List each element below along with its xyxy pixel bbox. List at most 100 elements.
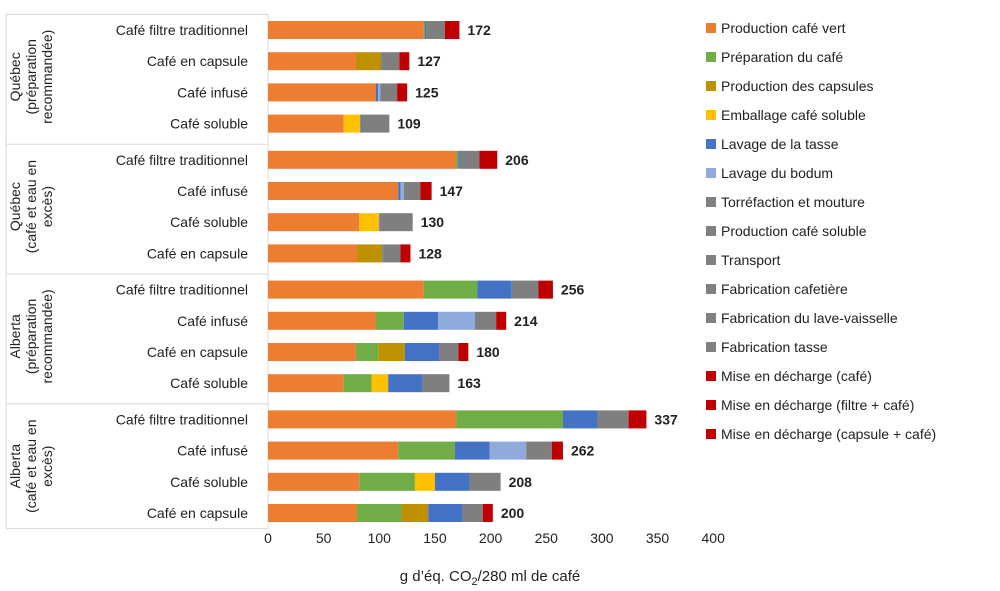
bar-segment (403, 311, 439, 330)
group-label-line: (préparation (23, 39, 39, 115)
bar-segment (400, 182, 404, 200)
bar-segment (404, 343, 440, 361)
legend-swatch (706, 313, 716, 323)
total-label: 208 (509, 474, 533, 490)
total-label: 127 (417, 53, 441, 69)
bar-segment (382, 244, 384, 263)
bar-segment (268, 410, 457, 429)
bar-segment (477, 280, 512, 299)
x-tick-label: 0 (264, 530, 272, 546)
bar-segment (454, 441, 490, 460)
legend-label: Production café soluble (721, 223, 867, 239)
bar-segment (380, 83, 398, 102)
category-labels: Café filtre traditionnel Café en capsule C… (116, 22, 249, 521)
bar-segment (268, 21, 424, 39)
total-label: 262 (571, 443, 595, 459)
bar-segment (359, 472, 415, 491)
total-label: 147 (440, 183, 464, 199)
category-label: Café soluble (170, 474, 248, 490)
total-label: 109 (397, 116, 421, 132)
bar-segment (399, 52, 410, 71)
bar-segment (383, 244, 401, 263)
bar-segment (268, 182, 399, 200)
legend-label: Fabrication tasse (721, 339, 828, 355)
x-tick-label: 100 (368, 530, 392, 546)
bar-segment (426, 21, 445, 39)
bar-segment (597, 410, 629, 429)
category-label: Café infusé (177, 313, 248, 329)
bar-segment (379, 213, 381, 232)
x-tick-label: 150 (423, 530, 447, 546)
legend-swatch (706, 371, 716, 381)
legend-swatch (706, 255, 716, 265)
legend-label: Mise en décharge (filtre + café) (721, 397, 914, 413)
bar-segment (422, 374, 450, 393)
legend-label: Transport (721, 252, 781, 268)
x-axis: 0 50 100 150 200 250 300 350 400 (264, 530, 725, 546)
bar-segment (496, 311, 507, 330)
group-labels: Québec (préparation recommandée)Québec (caf… (5, 13, 269, 530)
legend: Production café vert Préparation du café P… (706, 20, 936, 442)
bar-segment (268, 114, 344, 133)
bar-segment (268, 280, 424, 299)
bar-segment (420, 182, 432, 200)
bar-segment (469, 472, 501, 491)
group-label-line: excès) (39, 186, 55, 227)
bar-segment (268, 244, 358, 263)
bar-segment (357, 244, 383, 263)
bar-segment (511, 280, 539, 299)
bar-segment (459, 150, 480, 169)
bar-segment (268, 441, 399, 460)
legend-swatch (706, 226, 716, 236)
legend-swatch (706, 400, 716, 410)
bar-segment (458, 150, 460, 169)
bar-segment (482, 504, 493, 522)
total-label: 130 (421, 214, 445, 230)
legend-label: Mise en décharge (café) (721, 368, 872, 384)
x-tick-label: 350 (646, 530, 670, 546)
legend-label: Fabrication du lave-vaisselle (721, 310, 898, 326)
bar-segment (397, 83, 408, 102)
bar-segment (456, 410, 563, 429)
legend-swatch (706, 429, 716, 439)
bar-segment (268, 311, 376, 330)
bar-segment (361, 114, 390, 133)
group-label-line: (préparation (23, 299, 39, 375)
bar-segment (479, 150, 498, 169)
x-tick-label: 400 (702, 530, 726, 546)
group-label-line: (café et eau en (23, 419, 39, 512)
bar-segment (268, 472, 360, 491)
bar-segment (434, 472, 470, 491)
category-label: Café filtre traditionnel (116, 152, 248, 168)
bar-segment (628, 410, 647, 429)
bar-segment (378, 343, 405, 361)
total-label: 214 (514, 313, 538, 329)
legend-swatch (706, 110, 716, 120)
bar-segment (401, 504, 429, 522)
group-label-line: Alberta (7, 444, 23, 489)
bar-segment (456, 150, 459, 169)
bar-segment (380, 213, 413, 232)
bar-segment (439, 343, 459, 361)
bar-segment (382, 52, 400, 71)
category-label: Café infusé (177, 443, 248, 459)
bar-segment (398, 441, 455, 460)
legend-label: Torréfaction et mouture (721, 194, 865, 210)
legend-label: Lavage de la tasse (721, 136, 839, 152)
category-label: Café en capsule (147, 53, 248, 69)
total-label: 180 (476, 344, 500, 360)
bar-segment (462, 504, 483, 522)
x-tick-label: 250 (535, 530, 559, 546)
bar-segment (268, 213, 360, 232)
bar-segment (268, 52, 356, 71)
bar-segment (458, 343, 469, 361)
bar-segment (424, 21, 427, 39)
total-labels: 172 127 125 109 206 147 130 128 256 214 180 163 337 2… (397, 22, 678, 521)
legend-label: Fabrication cafetière (721, 281, 848, 297)
bar-segment (343, 374, 372, 393)
bar-segment (268, 374, 344, 393)
bar-segment (423, 21, 425, 39)
legend-label: Emballage café soluble (721, 107, 866, 123)
bar-segment (400, 244, 411, 263)
legend-swatch (706, 81, 716, 91)
